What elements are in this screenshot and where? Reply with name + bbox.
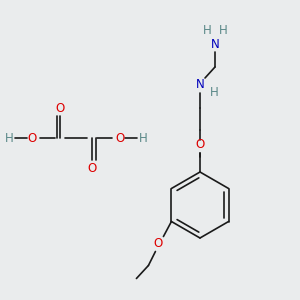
Text: H: H: [219, 25, 227, 38]
Text: O: O: [87, 161, 97, 175]
Text: N: N: [196, 79, 204, 92]
Text: H: H: [202, 25, 211, 38]
Text: H: H: [210, 86, 218, 100]
Text: O: O: [27, 131, 37, 145]
Text: H: H: [139, 131, 147, 145]
Text: O: O: [154, 237, 163, 250]
Text: N: N: [211, 38, 219, 52]
Text: O: O: [116, 131, 124, 145]
Text: O: O: [56, 101, 64, 115]
Text: O: O: [195, 139, 205, 152]
Text: H: H: [4, 131, 14, 145]
